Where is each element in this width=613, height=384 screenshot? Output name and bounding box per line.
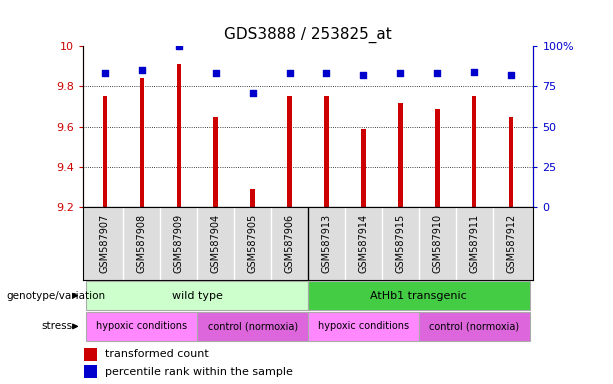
Bar bbox=[251, 189, 255, 207]
Text: hypoxic conditions: hypoxic conditions bbox=[96, 321, 188, 331]
Text: stress: stress bbox=[42, 321, 73, 331]
Text: AtHb1 transgenic: AtHb1 transgenic bbox=[370, 291, 467, 301]
Point bbox=[322, 70, 332, 76]
Point bbox=[100, 70, 110, 76]
Point bbox=[470, 69, 479, 75]
Bar bbox=[472, 96, 476, 207]
Text: GSM587907: GSM587907 bbox=[100, 214, 110, 273]
Point bbox=[395, 70, 405, 76]
Bar bbox=[86, 281, 308, 310]
Text: GSM587913: GSM587913 bbox=[321, 214, 332, 273]
Bar bbox=[213, 117, 218, 207]
Point bbox=[506, 72, 516, 78]
Text: hypoxic conditions: hypoxic conditions bbox=[318, 321, 409, 331]
Bar bbox=[308, 281, 530, 310]
Title: GDS3888 / 253825_at: GDS3888 / 253825_at bbox=[224, 27, 392, 43]
Bar bbox=[287, 96, 292, 207]
Point bbox=[432, 70, 442, 76]
Point bbox=[137, 67, 147, 73]
Text: GSM587914: GSM587914 bbox=[359, 214, 368, 273]
Text: percentile rank within the sample: percentile rank within the sample bbox=[105, 366, 293, 377]
Text: GSM587915: GSM587915 bbox=[395, 214, 405, 273]
Bar bbox=[197, 312, 308, 341]
Point bbox=[248, 90, 257, 96]
Bar bbox=[86, 312, 197, 341]
Text: GSM587911: GSM587911 bbox=[469, 214, 479, 273]
Text: genotype/variation: genotype/variation bbox=[6, 291, 105, 301]
Text: GSM587909: GSM587909 bbox=[173, 214, 184, 273]
Text: GSM587910: GSM587910 bbox=[432, 214, 443, 273]
Point bbox=[359, 72, 368, 78]
Text: GSM587912: GSM587912 bbox=[506, 214, 516, 273]
Bar bbox=[419, 312, 530, 341]
Bar bbox=[398, 103, 403, 207]
Bar bbox=[324, 96, 329, 207]
Text: GSM587904: GSM587904 bbox=[211, 214, 221, 273]
Text: GSM587908: GSM587908 bbox=[137, 214, 147, 273]
Bar bbox=[140, 78, 144, 207]
Bar bbox=[177, 64, 181, 207]
Bar bbox=[361, 129, 365, 207]
Text: GSM587905: GSM587905 bbox=[248, 214, 257, 273]
Point bbox=[174, 43, 184, 49]
Bar bbox=[84, 348, 97, 361]
Text: transformed count: transformed count bbox=[105, 349, 209, 359]
Point bbox=[284, 70, 294, 76]
Bar bbox=[84, 365, 97, 378]
Bar bbox=[435, 109, 440, 207]
Text: control (normoxia): control (normoxia) bbox=[429, 321, 519, 331]
Bar bbox=[308, 312, 419, 341]
Text: GSM587906: GSM587906 bbox=[284, 214, 295, 273]
Text: control (normoxia): control (normoxia) bbox=[208, 321, 298, 331]
Bar bbox=[509, 117, 513, 207]
Bar bbox=[103, 96, 107, 207]
Text: wild type: wild type bbox=[172, 291, 223, 301]
Point bbox=[211, 70, 221, 76]
